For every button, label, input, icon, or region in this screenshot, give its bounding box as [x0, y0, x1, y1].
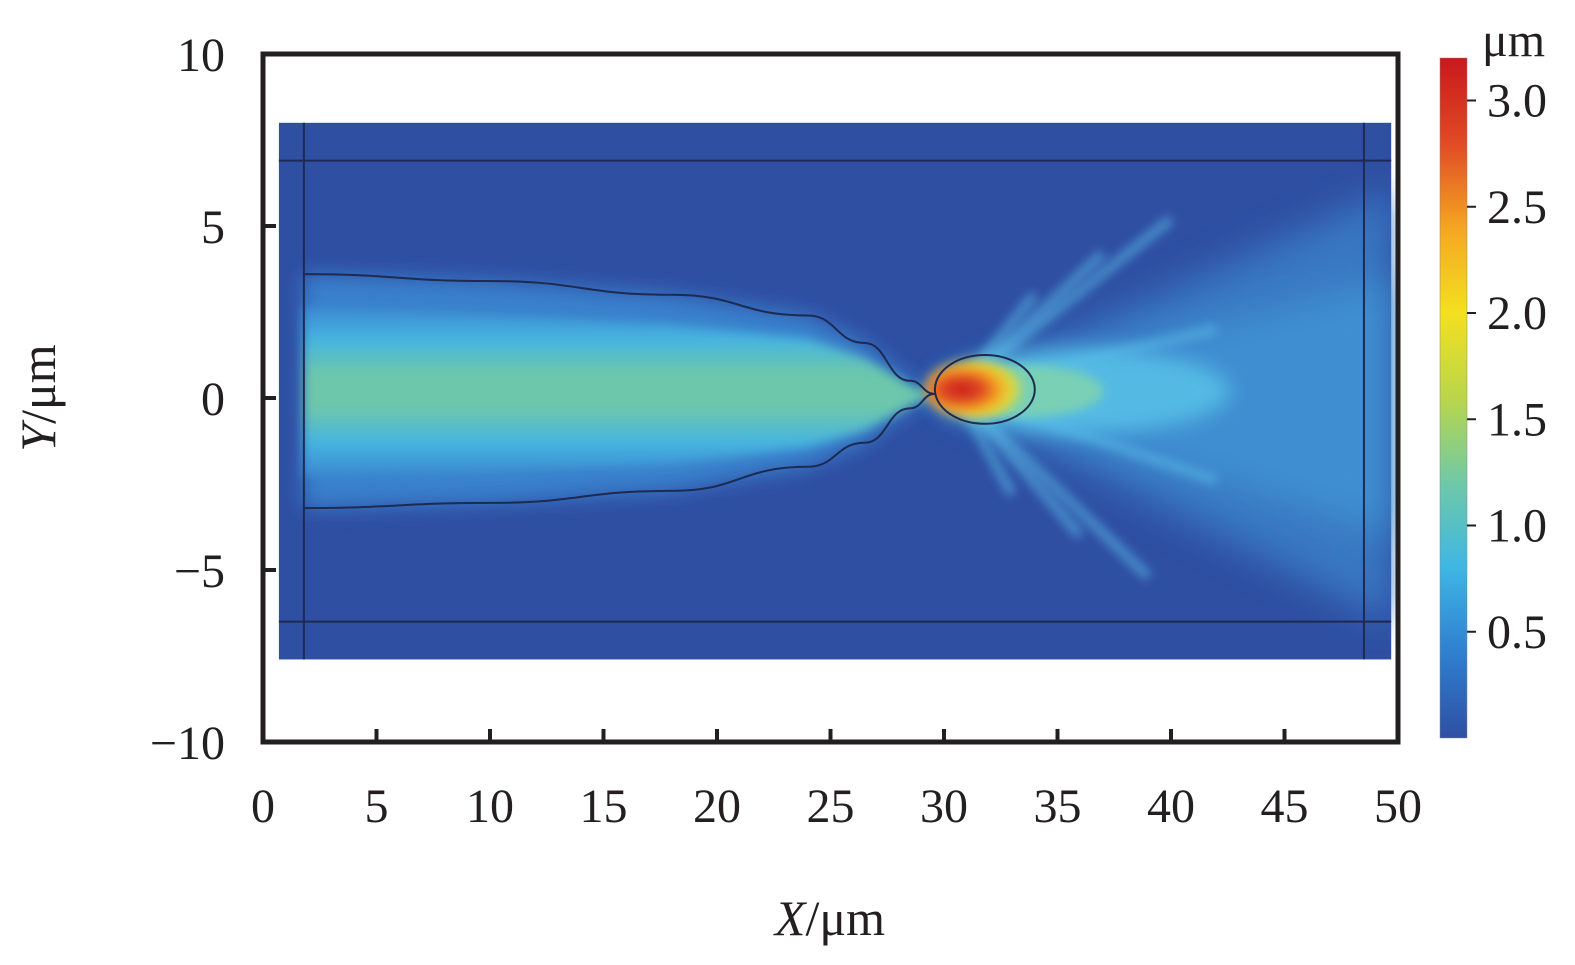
- x-tick-label: 20: [693, 780, 741, 833]
- field-layer: [278, 122, 1392, 660]
- x-tick-label: 25: [807, 780, 855, 833]
- x-tick-label: 30: [920, 780, 968, 833]
- y-tick-label: −5: [174, 545, 225, 598]
- y-axis-label: Y/μm: [10, 344, 66, 452]
- y-axis-ticks: 10 5 0 −5 −10: [150, 29, 276, 770]
- colorbar-ticks: 3.0 2.5 2.0 1.5 1.0 0.5: [1467, 75, 1547, 659]
- colorbar-tick-label: 1.5: [1487, 393, 1547, 446]
- x-tick-label: 45: [1261, 780, 1309, 833]
- x-tick-label: 50: [1374, 780, 1422, 833]
- fiber-outline-lower: [303, 392, 936, 510]
- y-tick-label: −10: [150, 717, 225, 770]
- x-tick-label: 0: [251, 780, 275, 833]
- focus-ellipse: [933, 354, 1036, 425]
- x-axis-ticks: 0 5 10 15 20 25 30 35 40 45 50: [251, 729, 1422, 833]
- y-tick-label: 0: [201, 373, 225, 426]
- colorbar-tick-label: 3.0: [1487, 75, 1547, 128]
- colorbar-tick-label: 1.0: [1487, 500, 1547, 553]
- x-tick-label: 10: [466, 780, 514, 833]
- colorbar-gradient: [1439, 57, 1468, 739]
- x-tick-label: 35: [1034, 780, 1082, 833]
- colorbar-tick-label: 2.5: [1487, 181, 1547, 234]
- x-tick-label: 15: [580, 780, 628, 833]
- colorbar-tick-label: 0.5: [1487, 606, 1547, 659]
- fiber-core-field: [303, 305, 935, 478]
- fiber-outline-upper: [303, 273, 936, 395]
- colorbar-unit: μm: [1482, 14, 1545, 67]
- x-tick-label: 40: [1147, 780, 1195, 833]
- x-axis-label: X/μm: [773, 890, 885, 946]
- hot-spot: [924, 360, 1030, 419]
- boundary-layer: [278, 122, 1392, 660]
- plot-area: [260, 51, 1401, 745]
- colorbar-tick-label: 2.0: [1487, 287, 1547, 340]
- x-tick-label: 5: [365, 780, 389, 833]
- colorbar: 3.0 2.5 2.0 1.5 1.0 0.5 μm: [1439, 14, 1547, 739]
- y-tick-label: 10: [177, 29, 225, 82]
- y-tick-label: 5: [201, 201, 225, 254]
